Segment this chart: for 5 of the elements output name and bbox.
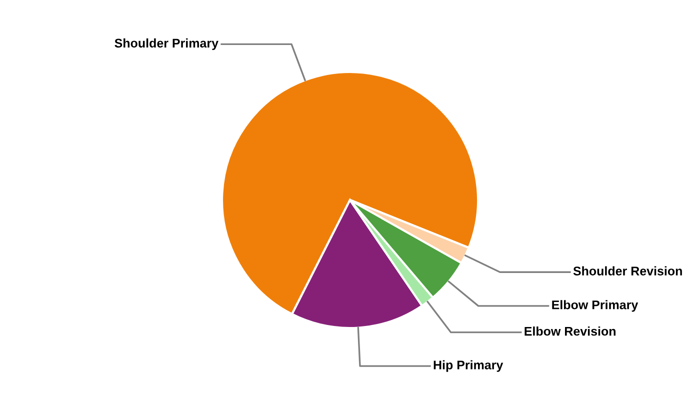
slice-label: Elbow Primary [552,300,638,312]
slice-label: Shoulder Revision [573,266,682,276]
slice-label: Shoulder Primary [114,38,218,50]
slice-label: Hip Primary [434,360,504,372]
slice-label: Elbow Revision [524,326,616,336]
